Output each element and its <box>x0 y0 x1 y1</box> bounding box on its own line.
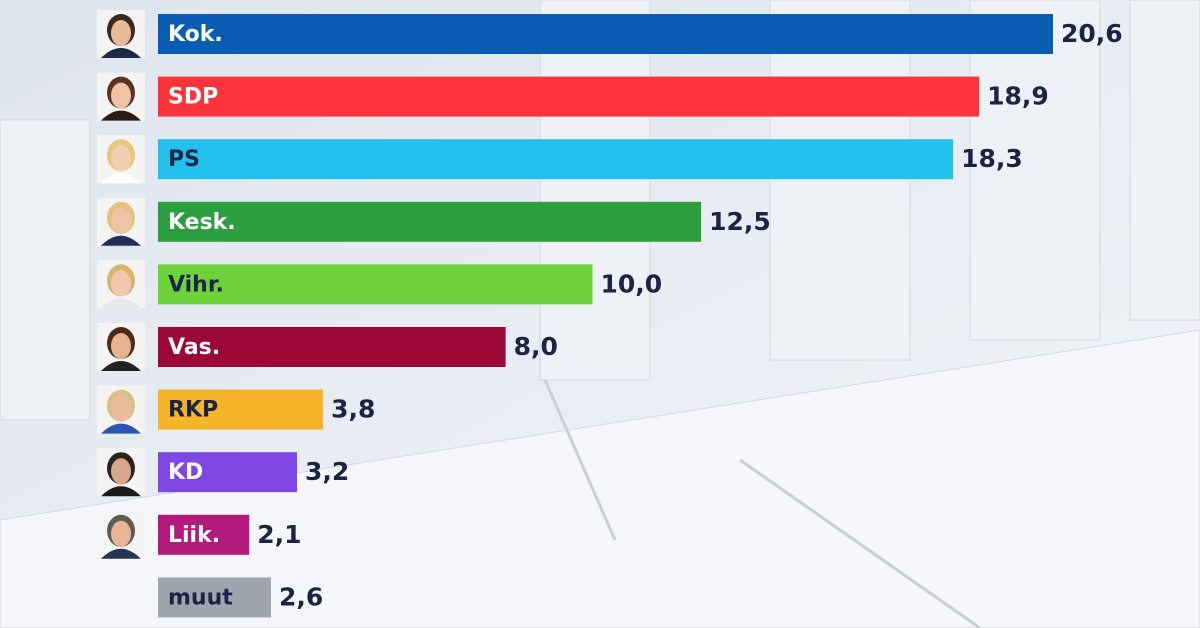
bar <box>158 264 593 305</box>
portrait-body <box>101 361 141 371</box>
portrait-face <box>111 207 131 234</box>
category-label: Liik. <box>168 523 220 548</box>
value-label: 3,2 <box>305 457 349 486</box>
value-label: 3,8 <box>331 395 375 424</box>
bar <box>158 452 298 493</box>
category-label: Vihr. <box>168 272 224 297</box>
bar <box>158 76 980 117</box>
bar <box>158 327 506 367</box>
portrait-face <box>111 458 131 485</box>
portrait-body <box>101 173 141 184</box>
portrait-face <box>111 270 131 297</box>
category-label: Vas. <box>168 335 220 360</box>
portrait-face <box>111 145 131 172</box>
value-label: 2,1 <box>257 520 301 549</box>
category-label: SDP <box>168 85 218 110</box>
bar <box>158 201 702 242</box>
category-label: muut <box>168 585 233 610</box>
value-label: 8,0 <box>514 332 558 361</box>
value-label: 18,3 <box>961 144 1023 173</box>
category-label: Kesk. <box>168 210 236 235</box>
portrait-body <box>101 298 141 309</box>
portrait-body <box>101 423 141 434</box>
portrait-body <box>101 486 141 497</box>
bar <box>158 577 271 618</box>
bar <box>158 139 954 180</box>
value-label: 10,0 <box>600 269 662 298</box>
bar <box>158 389 324 430</box>
portrait-face <box>111 395 131 422</box>
category-label: RKP <box>168 398 218 423</box>
value-label: 2,6 <box>279 582 323 611</box>
portrait-body <box>101 235 141 246</box>
value-label: 18,9 <box>987 82 1049 111</box>
category-label: PS <box>168 147 200 172</box>
value-label: 12,5 <box>709 207 771 236</box>
portrait-body <box>101 548 141 559</box>
portrait-face <box>111 82 131 109</box>
portrait-face <box>111 20 131 46</box>
portrait-body <box>101 110 141 121</box>
value-label: 20,6 <box>1061 19 1123 48</box>
category-label: KD <box>168 460 203 485</box>
category-label: Kok. <box>168 22 223 47</box>
bar <box>158 14 1053 54</box>
bar <box>158 514 250 555</box>
portrait-face <box>111 520 131 547</box>
portrait-body <box>101 48 141 58</box>
portrait-face <box>111 333 131 359</box>
